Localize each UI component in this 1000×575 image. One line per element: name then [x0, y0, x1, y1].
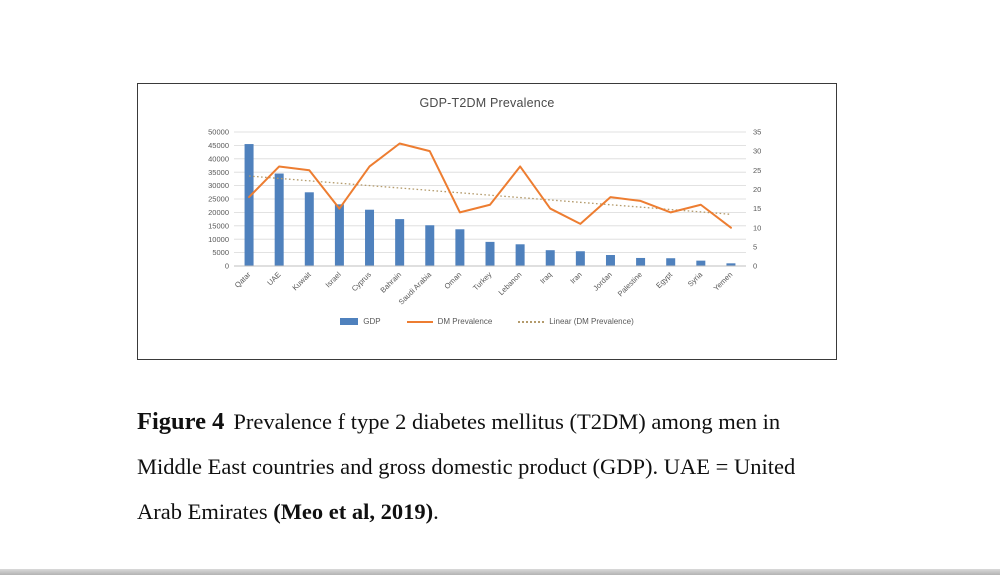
svg-text:Syria: Syria	[686, 269, 705, 288]
caption-line-1: Figure 4 Prevalence f type 2 diabetes mel…	[137, 399, 907, 444]
svg-text:30: 30	[753, 147, 761, 156]
svg-text:Egypt: Egypt	[654, 269, 675, 290]
svg-text:Yemen: Yemen	[712, 270, 735, 293]
svg-text:15000: 15000	[208, 221, 229, 230]
chart-legend: GDP DM Prevalence Linear (DM Prevalence)	[138, 317, 836, 326]
svg-text:Saudi Arabia: Saudi Arabia	[397, 269, 434, 306]
svg-text:20000: 20000	[208, 208, 229, 217]
gdp-bar-uae	[274, 173, 284, 266]
gdp-bar-kuwait	[304, 192, 314, 266]
legend-item-dm-prevalence: DM Prevalence	[406, 317, 493, 326]
screenshot-bottom-edge	[0, 569, 1000, 575]
svg-text:40000: 40000	[208, 154, 229, 163]
svg-text:Kuwait: Kuwait	[290, 269, 313, 292]
gdp-bar-syria	[696, 260, 706, 266]
caption-line-3: Arab Emirates (Meo et al, 2019).	[137, 489, 907, 534]
gdp-bar-israel	[334, 204, 344, 266]
legend-item-gdp: GDP	[340, 317, 381, 326]
gdp-bar-cyprus	[365, 209, 375, 266]
gdp-bar-jordan	[605, 255, 615, 266]
gdp-bar-qatar	[244, 144, 254, 266]
svg-text:Bahrain: Bahrain	[378, 270, 403, 295]
svg-text:10: 10	[753, 223, 761, 232]
svg-text:10000: 10000	[208, 235, 229, 244]
legend-item-linear-trend: Linear (DM Prevalence)	[518, 317, 634, 326]
caption-text-line3-post: .	[433, 499, 439, 524]
svg-text:20: 20	[753, 185, 761, 194]
svg-text:Jordan: Jordan	[591, 270, 614, 293]
gdp-t2dm-chart: 0 5000 10000 15000 20000 25000 30000 35000 40000…	[208, 128, 761, 307]
gdp-bar-iran	[575, 251, 585, 266]
svg-text:Lebanon: Lebanon	[497, 270, 524, 297]
svg-text:Turkey: Turkey	[471, 270, 494, 293]
svg-text:Iraq: Iraq	[538, 270, 554, 286]
svg-text:Cyprus: Cyprus	[350, 270, 373, 293]
left-axis-labels: 0 5000 10000 15000 20000 25000 30000 35000 40000…	[208, 128, 229, 271]
gdp-bar-oman	[455, 229, 465, 266]
legend-swatch-gdp-bar	[340, 318, 359, 325]
svg-text:0: 0	[225, 262, 229, 271]
svg-text:Oman: Oman	[442, 270, 463, 291]
legend-swatch-dm-line	[406, 320, 433, 323]
svg-text:25000: 25000	[208, 195, 229, 204]
svg-text:5: 5	[753, 242, 757, 251]
figure-frame: GDP-T2DM Prevalence 0 5000 10000 15000 20000…	[137, 83, 837, 360]
dm-prevalence-line	[248, 142, 732, 229]
svg-text:15: 15	[753, 204, 761, 213]
legend-label-linear-trend: Linear (DM Prevalence)	[549, 317, 634, 326]
legend-label-gdp: GDP	[363, 317, 381, 326]
figure-caption: Figure 4 Prevalence f type 2 diabetes mel…	[137, 399, 907, 534]
figure-number-label: Figure 4	[137, 408, 225, 435]
svg-text:Iran: Iran	[568, 270, 584, 286]
caption-text-line3-pre: Arab Emirates	[137, 499, 274, 524]
gdp-bars	[244, 144, 736, 266]
gdp-bar-bahrain	[395, 219, 405, 266]
svg-text:30000: 30000	[208, 181, 229, 190]
gdp-bar-saudi-arabia	[425, 225, 435, 266]
legend-swatch-linear-dotted	[518, 320, 545, 323]
gdp-bar-lebanon	[515, 244, 525, 266]
right-axis-labels: 0 5 10 15 20 25 30 35	[753, 128, 761, 271]
svg-text:0: 0	[753, 262, 757, 271]
svg-text:45000: 45000	[208, 141, 229, 150]
gdp-bar-iraq	[545, 250, 555, 266]
svg-text:5000: 5000	[212, 248, 229, 257]
caption-text-line1: Prevalence f type 2 diabetes mellitus (T…	[233, 409, 781, 434]
svg-text:Palestine: Palestine	[616, 270, 644, 298]
chart-title: GDP-T2DM Prevalence	[419, 96, 555, 110]
svg-text:25: 25	[753, 166, 761, 175]
svg-text:Israel: Israel	[323, 270, 343, 290]
svg-text:Qatar: Qatar	[233, 270, 253, 290]
gdp-bar-palestine	[636, 257, 646, 266]
svg-text:UAE: UAE	[265, 270, 282, 287]
caption-citation: (Meo et al, 2019)	[273, 499, 434, 524]
gdp-bar-egypt	[666, 258, 676, 266]
caption-line-2: Middle East countries and gross domestic…	[137, 454, 796, 479]
svg-text:35000: 35000	[208, 168, 229, 177]
gdp-bar-yemen	[726, 263, 736, 266]
svg-text:50000: 50000	[208, 128, 229, 137]
legend-label-dm-prevalence: DM Prevalence	[437, 317, 493, 326]
gdp-bar-turkey	[485, 241, 495, 266]
linear-trendline	[249, 175, 731, 215]
svg-text:35: 35	[753, 128, 761, 137]
